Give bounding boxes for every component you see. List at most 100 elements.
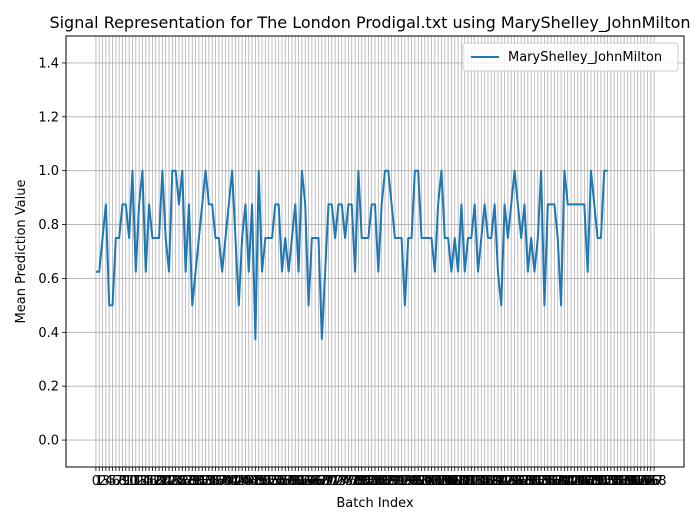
x-tick-label: 43: [231, 474, 248, 489]
x-tick-label: 105: [432, 474, 457, 489]
x-tick-label: 124: [495, 474, 520, 489]
x-tick-label: 151: [585, 474, 610, 489]
x-tick-label: 39: [217, 474, 234, 489]
x-tick-label: 155: [598, 474, 623, 489]
x-tick-label: 161: [618, 474, 643, 489]
x-tick-label: 98: [413, 474, 430, 489]
x-tick-label: 85: [370, 474, 387, 489]
x-tick-label: 97: [410, 474, 427, 489]
x-tick-label: 0: [92, 474, 100, 489]
y-tick-label: 1.2: [38, 110, 59, 125]
series-lines: [95, 169, 608, 341]
legend: MaryShelley_JohnMilton: [462, 42, 679, 72]
x-tick-label: 132: [522, 474, 547, 489]
x-tick-label: 60: [287, 474, 304, 489]
x-tick-label: 6: [112, 474, 120, 489]
x-tick-label: 145: [565, 474, 590, 489]
x-tick-label: 64: [300, 474, 317, 489]
x-tick-label: 140: [549, 474, 574, 489]
x-tick-label: 166: [635, 474, 660, 489]
x-tick-label: 162: [622, 474, 647, 489]
x-tick-label: 144: [562, 474, 587, 489]
x-tick-label: 7: [115, 474, 123, 489]
x-tick-label: 122: [489, 474, 514, 489]
x-tick-label: 4: [105, 474, 113, 489]
x-tick-label: 148: [575, 474, 600, 489]
x-tick-label: 139: [545, 474, 570, 489]
x-tick-label: 152: [589, 474, 614, 489]
x-tick-label: 95: [403, 474, 420, 489]
x-tick-label: 116: [469, 474, 494, 489]
x-tick-label: 56: [274, 474, 291, 489]
x-tick-label: 74: [334, 474, 351, 489]
x-tick-label: 66: [307, 474, 324, 489]
x-tick-label: 119: [479, 474, 504, 489]
x-tick-label: 160: [615, 474, 640, 489]
series-line: [95, 169, 608, 341]
x-tick-label: 10: [121, 474, 138, 489]
x-tick-label: 63: [297, 474, 314, 489]
x-tick-label: 36: [207, 474, 224, 489]
x-tick-label: 9: [122, 474, 130, 489]
x-tick-label: 103: [426, 474, 451, 489]
x-tick-label: 125: [499, 474, 524, 489]
x-tick-label: 1: [95, 474, 103, 489]
y-tick-label: 0.8: [38, 218, 59, 233]
x-tick-label: 68: [314, 474, 331, 489]
y-tick-label: 0.0: [38, 434, 59, 449]
x-tick-label: 54: [267, 474, 284, 489]
x-tick-label: 154: [595, 474, 620, 489]
x-tick-label: 62: [294, 474, 311, 489]
x-tick-label: 52: [260, 474, 277, 489]
x-tick-label: 17: [144, 474, 161, 489]
x-tick-label: 49: [250, 474, 267, 489]
x-tick-label: 91: [390, 474, 407, 489]
x-tick-label: 104: [429, 474, 454, 489]
x-tick-label: 121: [486, 474, 511, 489]
x-tick-label: 110: [449, 474, 474, 489]
x-tick-label: 48: [247, 474, 264, 489]
x-tick-label: 65: [304, 474, 321, 489]
x-tick-label: 31: [191, 474, 208, 489]
x-tick-label: 20: [154, 474, 171, 489]
x-tick-label: 147: [572, 474, 597, 489]
x-tick-label: 58: [280, 474, 297, 489]
x-tick-label: 51: [257, 474, 274, 489]
x-tick-label: 45: [237, 474, 254, 489]
x-tick-label: 15: [137, 474, 154, 489]
x-tick-label: 114: [462, 474, 487, 489]
x-tick-label: 99: [417, 474, 434, 489]
x-tick-label: 35: [204, 474, 221, 489]
x-tick-label: 78: [347, 474, 364, 489]
x-tick-label: 32: [194, 474, 211, 489]
x-tick-label: 57: [277, 474, 294, 489]
x-tick-label: 23: [164, 474, 181, 489]
x-tick-label: 61: [290, 474, 307, 489]
x-tick-label: 167: [638, 474, 663, 489]
x-tick-label: 136: [535, 474, 560, 489]
x-tick-label: 130: [515, 474, 540, 489]
x-tick-label: 115: [466, 474, 491, 489]
x-tick-label: 156: [602, 474, 627, 489]
x-tick-label: 75: [337, 474, 354, 489]
x-tick-label: 108: [442, 474, 467, 489]
x-axis-ticks: 0123456789101112131415161718192021222324…: [92, 467, 667, 489]
x-tick-label: 21: [157, 474, 174, 489]
x-tick-label: 30: [187, 474, 204, 489]
x-tick-label: 41: [224, 474, 241, 489]
x-tick-label: 28: [181, 474, 198, 489]
x-tick-label: 12: [128, 474, 145, 489]
x-tick-label: 3: [102, 474, 110, 489]
x-tick-label: 71: [324, 474, 341, 489]
x-tick-label: 26: [174, 474, 191, 489]
x-tick-label: 47: [244, 474, 261, 489]
x-tick-label: 141: [552, 474, 577, 489]
x-tick-label: 81: [357, 474, 374, 489]
x-tick-label: 137: [539, 474, 564, 489]
x-tick-label: 34: [201, 474, 218, 489]
x-tick-label: 16: [141, 474, 158, 489]
x-tick-label: 14: [134, 474, 151, 489]
x-tick-label: 72: [327, 474, 344, 489]
x-tick-label: 138: [542, 474, 567, 489]
x-tick-label: 44: [234, 474, 251, 489]
